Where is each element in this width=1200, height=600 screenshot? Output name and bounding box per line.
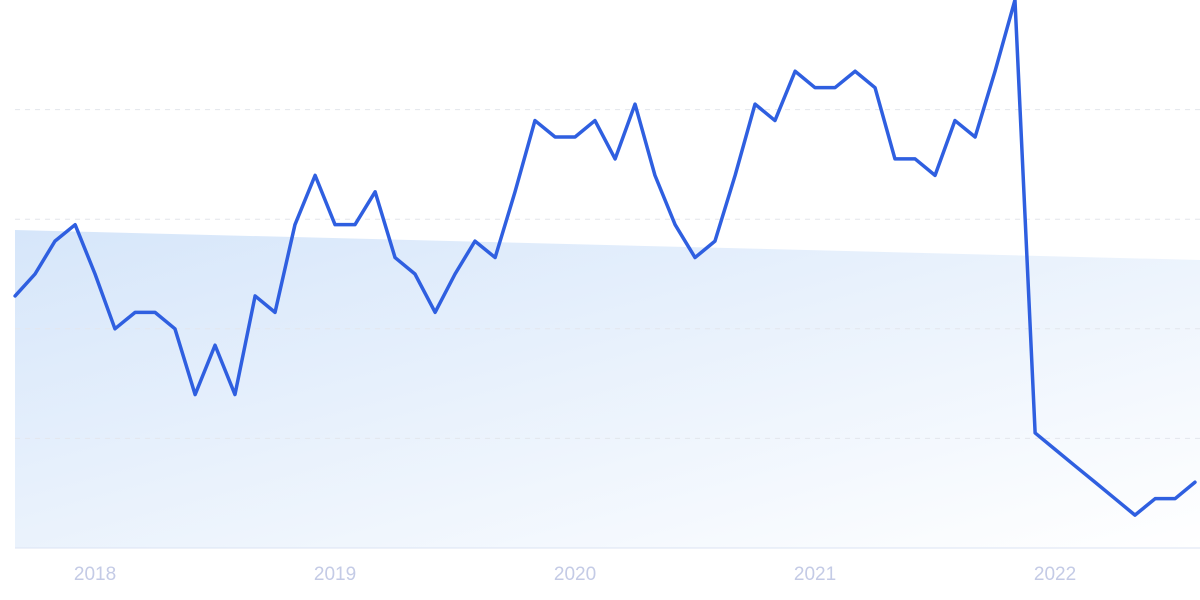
x-tick-label: 2019 xyxy=(314,564,356,585)
series xyxy=(13,0,1197,517)
x-tick-label: 2020 xyxy=(554,564,596,585)
x-tick-label: 2018 xyxy=(74,564,116,585)
grid xyxy=(15,109,1200,439)
x-tick-label: 2022 xyxy=(1034,564,1076,585)
x-axis: 2018 2019 2020 2021 2022 xyxy=(74,564,1076,585)
area-decoration xyxy=(15,230,1200,548)
line-series xyxy=(13,0,1197,517)
x-tick-label: 2021 xyxy=(794,564,836,585)
